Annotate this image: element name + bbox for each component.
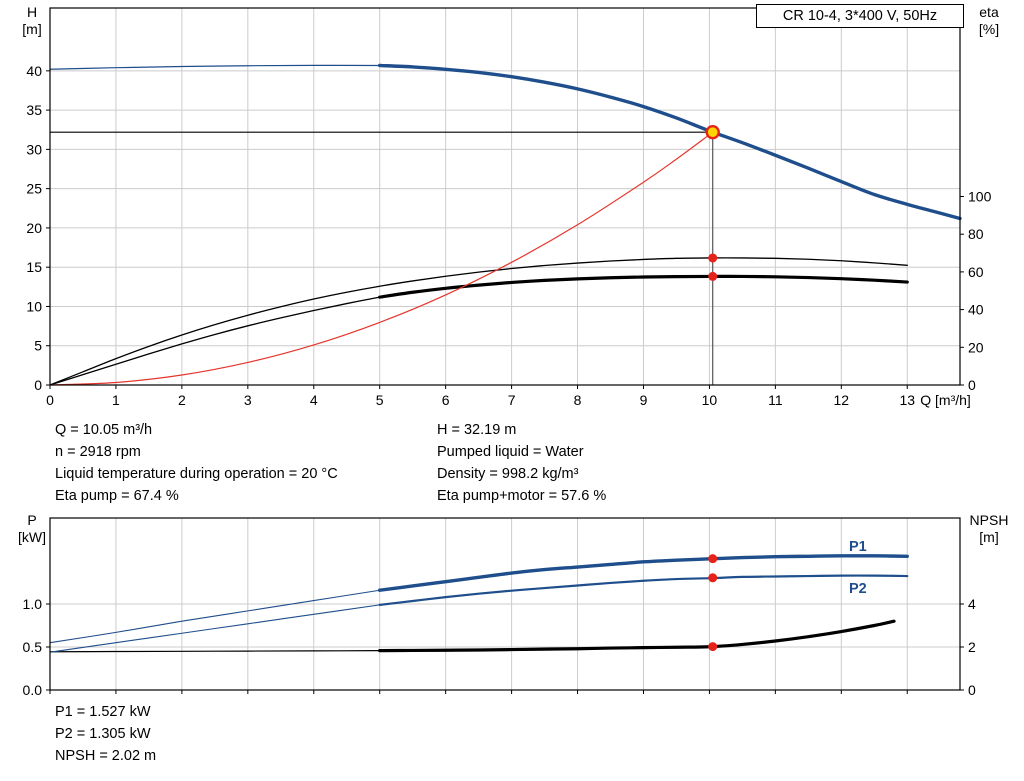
svg-text:100: 100 — [968, 189, 992, 205]
duty-p2-text: P2 = 1.305 kW — [55, 726, 151, 742]
power_chart: 0.0 0.5 1.0 0 2 4 — [23, 517, 976, 698]
svg-text:2: 2 — [968, 639, 976, 655]
head-curve — [378, 63, 962, 221]
duty-head-text: H = 32.19 m — [437, 422, 517, 438]
head-axis-unit: [m] — [22, 21, 42, 37]
svg-text:20: 20 — [968, 339, 984, 355]
system-curve — [49, 131, 714, 386]
npsh-axis-quantity: NPSH — [969, 512, 1009, 528]
power-axis-title: P [kW] — [12, 512, 52, 546]
npsh-curve-leadin — [49, 650, 381, 653]
eta-axis-quantity: eta — [979, 4, 999, 20]
p2-duty-marker — [708, 573, 718, 583]
eta-total-duty-marker — [708, 271, 718, 281]
p1-duty-marker — [708, 554, 718, 564]
svg-text:5: 5 — [376, 392, 384, 408]
eta-axis-unit: [%] — [978, 21, 1000, 37]
npsh-axis-title: NPSH [m] — [960, 512, 1018, 546]
p2-curve — [378, 574, 909, 606]
duty-temperature-text: Liquid temperature during operation = 20… — [55, 466, 338, 482]
svg-text:80: 80 — [968, 226, 984, 242]
svg-text:20: 20 — [26, 220, 42, 236]
svg-text:0.5: 0.5 — [23, 639, 43, 655]
svg-text:10: 10 — [702, 392, 718, 408]
pump-title-box: CR 10-4, 3*400 V, 50Hz — [756, 4, 964, 28]
eta-pump-motor-curve — [378, 274, 909, 299]
svg-text:0: 0 — [46, 392, 54, 408]
svg-text:11: 11 — [768, 392, 783, 408]
duty-info-left: Q = 10.05 m³/h n = 2918 rpm Liquid tempe… — [55, 419, 338, 507]
npsh-duty-marker — [708, 642, 718, 652]
duty-flow-text: Q = 10.05 m³/h — [55, 422, 153, 438]
p1-curve-label: P1 — [849, 539, 867, 555]
svg-text:1: 1 — [112, 392, 120, 408]
svg-text:0: 0 — [968, 377, 976, 393]
duty-speed-text: n = 2918 rpm — [55, 444, 141, 460]
svg-text:1.0: 1.0 — [23, 596, 43, 612]
eta-axis-title: eta [%] — [966, 4, 1012, 38]
svg-text:40: 40 — [26, 63, 42, 79]
power-info: P1 = 1.527 kW P2 = 1.305 kW NPSH = 2.02 … — [55, 701, 156, 767]
npsh-axis-unit: [m] — [979, 529, 999, 545]
power-axis-quantity: P — [27, 512, 37, 528]
svg-text:8: 8 — [574, 392, 582, 408]
head-axis-title: H [m] — [12, 4, 52, 38]
svg-text:10: 10 — [26, 298, 42, 314]
duty-density-text: Density = 998.2 kg/m³ — [437, 466, 579, 482]
p2-curve-label: P2 — [849, 581, 867, 597]
tick-marks — [46, 70, 964, 389]
svg-text:4: 4 — [968, 596, 976, 612]
duty-eta-pump-text: Eta pump = 67.4 % — [55, 488, 179, 504]
svg-text:0: 0 — [34, 377, 42, 393]
p1-curve-leadin — [49, 589, 381, 644]
duty-liquid-text: Pumped liquid = Water — [437, 444, 584, 460]
duty-info-right: H = 32.19 m Pumped liquid = Water Densit… — [437, 419, 606, 507]
svg-text:0: 0 — [968, 682, 976, 698]
head-axis-quantity: H — [26, 4, 38, 20]
svg-text:5: 5 — [34, 338, 42, 354]
p2-curve-leadin — [49, 604, 381, 653]
tick-labels: 0.0 0.5 1.0 0 2 4 — [23, 596, 976, 698]
svg-text:40: 40 — [968, 302, 984, 318]
eta-pump-duty-marker — [708, 253, 718, 263]
svg-text:12: 12 — [834, 392, 850, 408]
tick-labels: 0 1 2 3 4 5 6 7 8 9 10 11 12 13 Q [m³/h]05101520253035… — [26, 63, 991, 408]
plot-frame — [49, 7, 961, 386]
gridlines — [50, 518, 960, 690]
svg-text:9: 9 — [640, 392, 648, 408]
eta-pump-curve — [49, 257, 908, 386]
svg-text:3: 3 — [244, 392, 252, 408]
svg-text:2: 2 — [178, 392, 186, 408]
eta-pump-motor-curve-leadin — [49, 296, 381, 386]
npsh-curve — [378, 619, 896, 653]
svg-text:30: 30 — [26, 141, 42, 157]
gridlines — [50, 8, 960, 385]
duty-eta-total-text: Eta pump+motor = 57.6 % — [437, 488, 607, 504]
svg-text:60: 60 — [968, 264, 984, 280]
svg-text:15: 15 — [26, 259, 42, 275]
svg-text:0.0: 0.0 — [23, 682, 43, 698]
p1-curve — [378, 554, 909, 592]
svg-text:35: 35 — [26, 102, 42, 118]
tick-marks — [46, 603, 964, 694]
svg-text:7: 7 — [508, 392, 516, 408]
head_chart: 0 1 2 3 4 5 6 7 8 9 10 11 12 13 Q [m³/h]05101520253035… — [26, 7, 992, 408]
power-axis-unit: [kW] — [18, 529, 46, 545]
duty-p1-text: P1 = 1.527 kW — [55, 704, 151, 720]
head-curve-leadin — [49, 64, 381, 70]
svg-text:4: 4 — [310, 392, 318, 408]
svg-text:13: 13 — [899, 392, 915, 408]
svg-text:6: 6 — [442, 392, 450, 408]
duty-point-marker — [705, 124, 720, 140]
svg-text:Q [m³/h]: Q [m³/h] — [920, 392, 971, 408]
duty-npsh-text: NPSH = 2.02 m — [55, 748, 157, 764]
svg-text:25: 25 — [26, 181, 42, 197]
